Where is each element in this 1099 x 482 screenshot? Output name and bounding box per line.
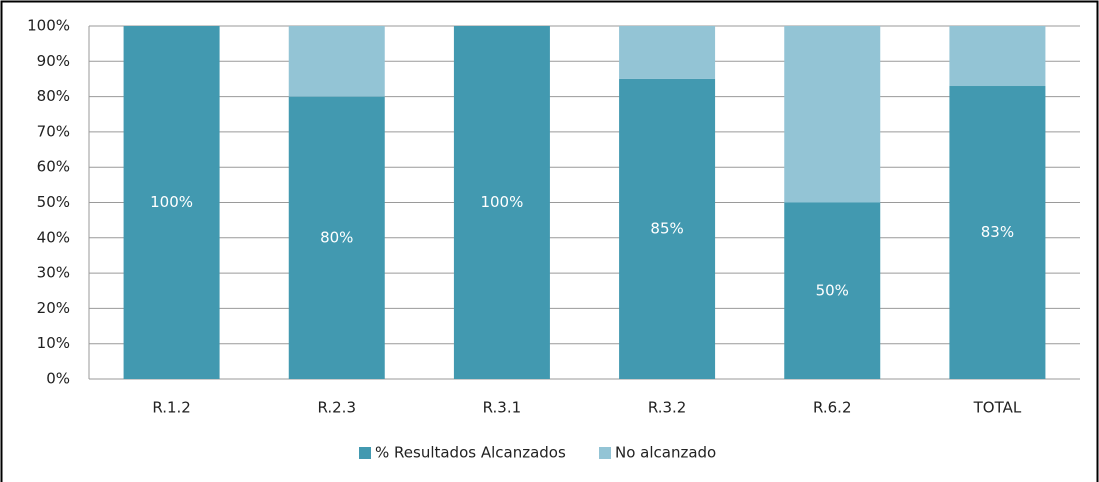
bar-segment xyxy=(784,202,881,379)
x-tick-label: R.6.2 xyxy=(813,399,852,417)
y-tick-label: 0% xyxy=(46,370,70,388)
data-label: 83% xyxy=(981,223,1014,241)
legend-label: No alcanzado xyxy=(615,444,716,462)
y-tick-label: 70% xyxy=(37,122,70,140)
data-label: 80% xyxy=(320,228,353,246)
data-label: 50% xyxy=(816,281,849,299)
data-label: 85% xyxy=(650,219,683,237)
bar-segment xyxy=(453,26,550,379)
bar-segment xyxy=(288,96,385,379)
legend-swatch xyxy=(359,447,371,459)
x-tick-label: R.3.2 xyxy=(648,399,687,417)
y-tick-label: 100% xyxy=(27,17,70,35)
legend-label: % Resultados Alcanzados xyxy=(375,444,566,462)
y-tick-label: 90% xyxy=(37,52,70,70)
y-tick-label: 30% xyxy=(37,264,70,282)
bar-segment xyxy=(949,86,1046,379)
data-label: 100% xyxy=(480,193,523,211)
y-tick-label: 80% xyxy=(37,87,70,105)
legend-swatch xyxy=(599,447,611,459)
data-label: 100% xyxy=(150,193,193,211)
x-tick-label: TOTAL xyxy=(973,399,1022,417)
bar-segment xyxy=(619,78,716,379)
bar-segment xyxy=(123,26,220,379)
y-tick-label: 20% xyxy=(37,299,70,317)
y-tick-label: 50% xyxy=(37,193,70,211)
y-tick-label: 10% xyxy=(37,334,70,352)
x-tick-label: R.1.2 xyxy=(152,399,191,417)
bar-segment xyxy=(949,26,1046,87)
y-tick-label: 60% xyxy=(37,158,70,176)
bar-segment xyxy=(288,26,385,97)
x-tick-label: R.3.1 xyxy=(483,399,522,417)
bar-segment xyxy=(619,26,716,79)
bar-segment xyxy=(784,26,881,203)
x-tick-label: R.2.3 xyxy=(317,399,356,417)
y-tick-label: 40% xyxy=(37,228,70,246)
